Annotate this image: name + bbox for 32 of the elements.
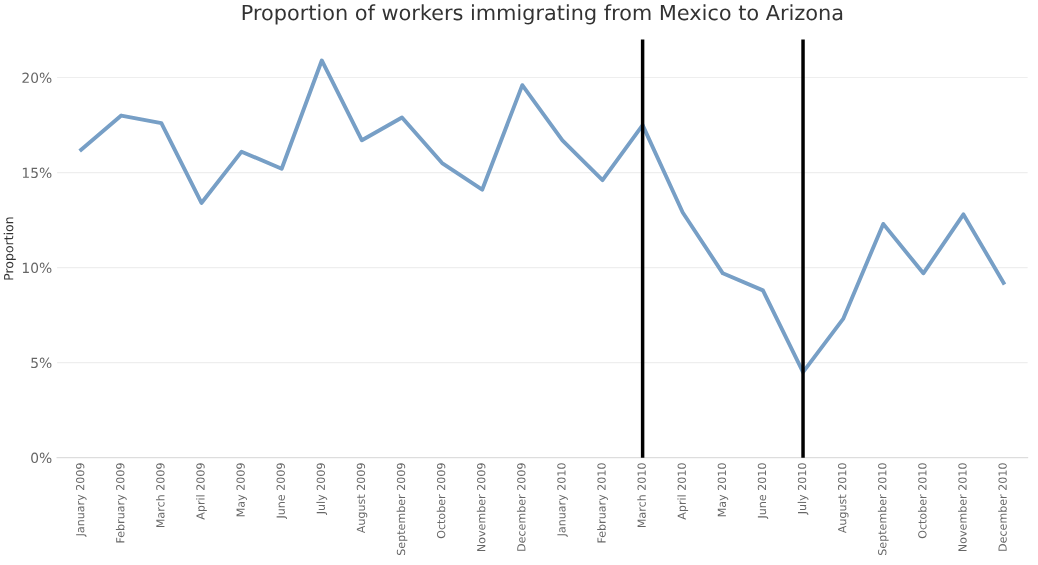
x-tick-label: August 2009 (356, 463, 368, 534)
x-tick-label: July 2010 (797, 463, 809, 515)
x-tick-label: September 2010 (877, 463, 889, 556)
x-tick-label: April 2010 (677, 463, 689, 520)
x-tick-label: March 2009 (155, 463, 165, 528)
x-tick-label: October 2009 (436, 463, 446, 539)
x-tick-label: January 2010 (557, 463, 568, 538)
y-tick-label: 15% (22, 167, 52, 179)
y-tick-label: 10% (22, 262, 52, 274)
x-tick-label: April 2009 (196, 463, 207, 520)
x-tick-label: June 2009 (276, 463, 287, 520)
y-tick-label: 5% (31, 357, 52, 369)
x-tick-label: August 2010 (837, 463, 849, 534)
y-tick-label: 20% (22, 72, 52, 84)
x-tick-label: November 2009 (476, 463, 486, 552)
x-tick-label: March 2010 (637, 463, 646, 528)
x-tick-label: September 2009 (396, 463, 408, 556)
line-series (79, 58, 1006, 375)
x-tick-label: December 2010 (998, 463, 1007, 551)
chart-title: Proportion of workers immigrating from Mexico to Arizona (242, 4, 843, 25)
x-tick-label: February 2009 (115, 463, 127, 543)
x-tick-label: June 2010 (757, 463, 769, 520)
x-tick-label: October 2010 (917, 463, 927, 539)
x-tick-label: May 2010 (717, 463, 729, 517)
x-tick-label: February 2010 (597, 463, 608, 543)
x-tick-label: May 2009 (236, 463, 247, 517)
x-tick-label: November 2010 (958, 463, 967, 552)
x-tick-label: January 2009 (75, 463, 87, 538)
x-tick-label: December 2009 (516, 463, 526, 551)
y-axis-title: Proportion (3, 217, 16, 280)
y-tick-label: 0% (31, 452, 52, 464)
x-tick-label: July 2009 (316, 463, 328, 515)
